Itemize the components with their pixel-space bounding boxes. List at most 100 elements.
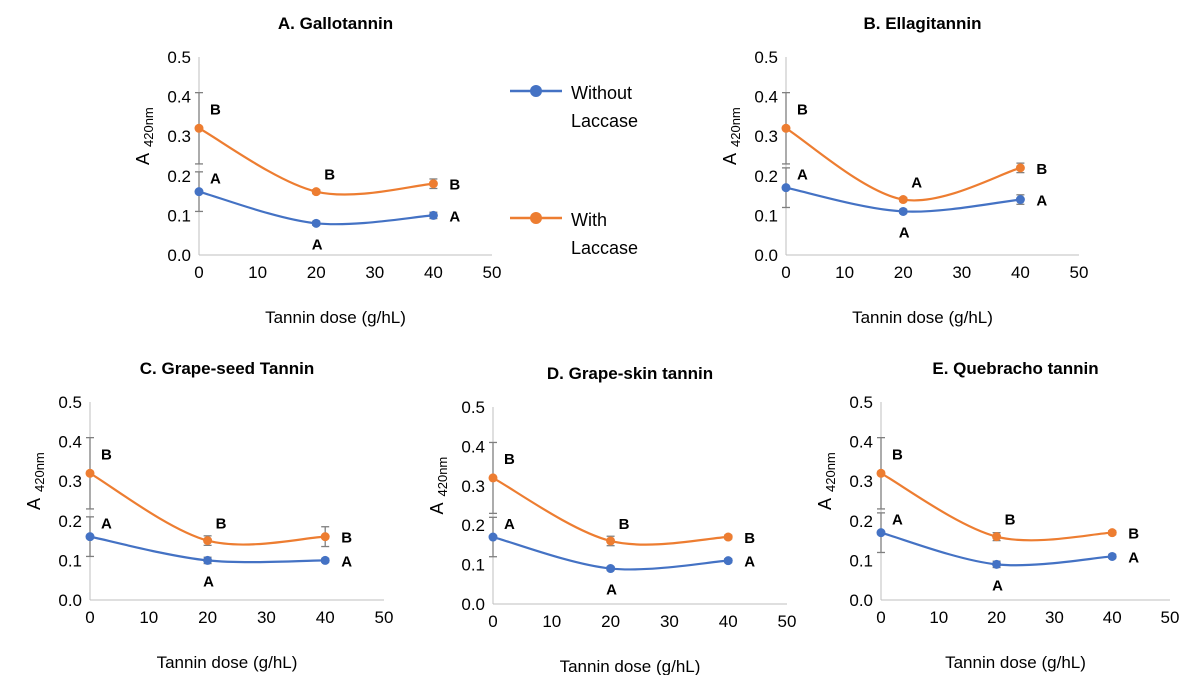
significance-letter: B	[1128, 526, 1139, 543]
significance-letter: A	[606, 582, 617, 599]
chart-panel-3: C. Grape-seed Tannin 0.0 0.1 0.2 0.3 0.4 0.5 0 1…	[24, 359, 393, 672]
legend-marker-without-laccase	[530, 85, 542, 97]
x-tick-label: 0	[194, 263, 203, 282]
significance-letter: B	[341, 530, 352, 547]
legend: Without Laccase With Laccase	[510, 83, 638, 258]
significance-letter: A	[210, 171, 221, 188]
significance-letter: A	[911, 175, 922, 192]
chart-panel-5: E. Quebracho tannin 0.0 0.1 0.2 0.3 0.4 0.5 0 10…	[815, 359, 1179, 672]
significance-letter: B	[1005, 512, 1016, 529]
legend-label-without-laccase-line1: Without	[571, 83, 632, 103]
data-point	[428, 210, 438, 220]
series-line	[785, 127, 1021, 202]
data-point	[194, 123, 204, 133]
y-tick-label: 0.1	[461, 556, 485, 575]
y-axis-title-sub: 420nm	[141, 107, 156, 147]
significance-letter: B	[324, 167, 335, 184]
data-point	[876, 468, 886, 478]
significance-letter: A	[797, 167, 808, 184]
y-tick-label: 0.3	[849, 472, 873, 491]
data-point	[85, 532, 95, 542]
significance-letter: A	[899, 224, 910, 241]
y-tick-label: 0.5	[167, 48, 191, 67]
significance-letter: B	[797, 101, 808, 118]
y-tick-label: 0.1	[849, 551, 873, 570]
y-tick-label: 0.0	[167, 246, 191, 265]
y-tick-label: 0.3	[461, 477, 485, 496]
y-tick-label: 0.1	[167, 206, 191, 225]
x-tick-label: 0	[876, 608, 885, 627]
x-axis-title: Tannin dose (g/hL)	[157, 653, 298, 672]
x-tick-label: 50	[1070, 263, 1089, 282]
chart-panel-2: B. Ellagitannin 0.0 0.1 0.2 0.3 0.4 0.5 0 10 20 30…	[720, 14, 1088, 327]
y-axis-title-main: A	[427, 503, 447, 515]
y-axis-title-main: A	[815, 498, 835, 510]
significance-letter: A	[1036, 193, 1047, 210]
data-point	[1015, 195, 1025, 205]
y-tick-label: 0.2	[849, 512, 873, 531]
y-tick-label: 0.3	[167, 127, 191, 146]
y-tick-label: 0.5	[58, 393, 82, 412]
y-axis-title-sub: 420nm	[32, 452, 47, 492]
x-tick-label: 30	[1045, 608, 1064, 627]
chart-title: E. Quebracho tannin	[932, 359, 1098, 378]
data-point	[992, 532, 1002, 542]
x-tick-label: 40	[316, 608, 335, 627]
significance-letter: A	[744, 554, 755, 571]
series-line	[492, 476, 729, 546]
y-axis-title-main: A	[720, 153, 740, 165]
chart-panel-1: A. Gallotannin 0.0 0.1 0.2 0.3 0.4 0.5 0 10 20 30 4…	[133, 14, 501, 327]
y-axis-title-main: A	[133, 153, 153, 165]
x-tick-label: 10	[542, 612, 561, 631]
legend-marker-with-laccase	[530, 212, 542, 224]
x-tick-label: 20	[198, 608, 217, 627]
data-point	[898, 206, 908, 216]
x-tick-label: 50	[1161, 608, 1180, 627]
significance-letter: B	[744, 530, 755, 547]
data-point	[203, 536, 213, 546]
y-tick-label: 0.2	[58, 512, 82, 531]
y-tick-label: 0.3	[754, 127, 778, 146]
significance-letter: B	[216, 516, 227, 533]
significance-letter: A	[892, 512, 903, 529]
series-line	[89, 472, 326, 546]
y-tick-label: 0.1	[754, 206, 778, 225]
chart-panel-4: D. Grape-skin tannin 0.0 0.1 0.2 0.3 0.4 0.5 0 1…	[427, 364, 796, 675]
significance-letter: A	[101, 516, 112, 533]
x-tick-label: 10	[139, 608, 158, 627]
y-tick-label: 0.4	[167, 88, 191, 107]
y-tick-label: 0.0	[461, 595, 485, 614]
chart-title: A. Gallotannin	[278, 14, 393, 33]
significance-letter: A	[203, 573, 214, 590]
significance-letter: A	[341, 553, 352, 570]
y-tick-label: 0.5	[849, 393, 873, 412]
y-axis-title-main: A	[24, 498, 44, 510]
y-tick-label: 0.0	[754, 246, 778, 265]
y-tick-label: 0.0	[849, 591, 873, 610]
x-tick-label: 40	[1011, 263, 1030, 282]
data-point	[311, 218, 321, 228]
x-axis-title: Tannin dose (g/hL)	[265, 308, 406, 327]
y-tick-label: 0.4	[849, 433, 873, 452]
chart-title: B. Ellagitannin	[863, 14, 981, 33]
y-tick-label: 0.4	[754, 88, 778, 107]
y-tick-label: 0.2	[167, 167, 191, 186]
x-tick-label: 30	[257, 608, 276, 627]
significance-letter: A	[312, 236, 323, 253]
y-axis-title-sub: 420nm	[823, 452, 838, 492]
significance-letter: B	[892, 446, 903, 463]
x-tick-label: 20	[894, 263, 913, 282]
x-axis-title: Tannin dose (g/hL)	[560, 657, 701, 675]
significance-letter: A	[992, 577, 1003, 594]
data-point	[781, 183, 791, 193]
significance-letter: B	[1036, 161, 1047, 178]
x-tick-label: 40	[1103, 608, 1122, 627]
data-point	[606, 564, 616, 574]
chart-title: D. Grape-skin tannin	[547, 364, 713, 383]
x-tick-label: 0	[781, 263, 790, 282]
data-point	[1015, 163, 1025, 173]
y-tick-label: 0.2	[754, 167, 778, 186]
x-tick-label: 30	[365, 263, 384, 282]
significance-letter: B	[210, 101, 221, 118]
